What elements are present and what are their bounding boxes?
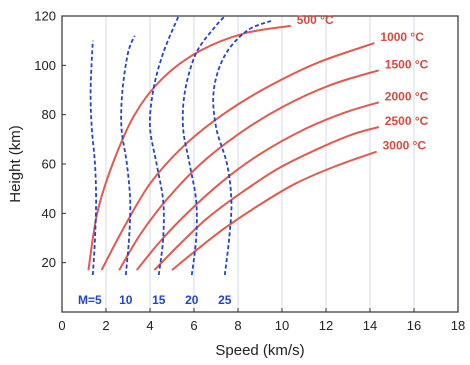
y-tick-label: 80 [42, 107, 56, 122]
mach-label: M=5 [78, 293, 102, 307]
y-tick-label: 40 [42, 206, 56, 221]
temperature-curve [153, 126, 380, 271]
x-axis-label: Speed (km/s) [215, 342, 304, 359]
mach-curve [181, 15, 226, 276]
temperature-label: 2000 °C [385, 89, 429, 103]
temperature-label: 1000 °C [380, 30, 424, 44]
y-tick-label: 60 [42, 157, 56, 172]
axis-ticks: 0 2 4 6 8 10 12 14 16 18 20 40 60 80 100 120 [34, 9, 465, 334]
temperature-curves [87, 24, 380, 271]
mach-curve [148, 15, 180, 276]
x-tick-label: 6 [190, 318, 197, 333]
mach-label: 25 [218, 293, 232, 307]
y-tick-label: 120 [34, 9, 56, 24]
temperature-label: 1500 °C [385, 57, 429, 71]
temperature-curve [100, 42, 375, 271]
mach-curve [212, 20, 272, 276]
temperature-curve [118, 69, 380, 271]
temperature-label: 500 °C [297, 13, 334, 27]
x-tick-label: 2 [102, 318, 109, 333]
plot-background [62, 16, 458, 312]
gridlines [105, 16, 415, 312]
mach-curves [89, 15, 272, 276]
x-tick-label: 18 [451, 318, 465, 333]
series-labels: 500 °C 1000 °C 1500 °C 2000 °C 2500 °C 3000 °… [78, 13, 429, 307]
temperature-label: 3000 °C [383, 139, 427, 153]
mach-curve [89, 40, 98, 276]
mach-label: 20 [185, 293, 199, 307]
x-tick-label: 10 [275, 318, 289, 333]
x-tick-label: 0 [58, 318, 65, 333]
x-tick-label: 16 [407, 318, 421, 333]
mach-label: 15 [152, 293, 166, 307]
y-tick-label: 20 [42, 255, 56, 270]
mach-label: 10 [119, 293, 133, 307]
temperature-curve [136, 101, 380, 271]
x-tick-label: 8 [234, 318, 241, 333]
x-tick-label: 12 [319, 318, 333, 333]
x-tick-label: 14 [363, 318, 377, 333]
temperature-curve [87, 24, 291, 271]
temperature-curve [171, 150, 377, 271]
y-tick-label: 100 [34, 58, 56, 73]
y-axis-label: Height (km) [7, 125, 24, 203]
temperature-label: 2500 °C [385, 114, 429, 128]
mach-curve [120, 35, 136, 276]
x-tick-label: 4 [146, 318, 153, 333]
